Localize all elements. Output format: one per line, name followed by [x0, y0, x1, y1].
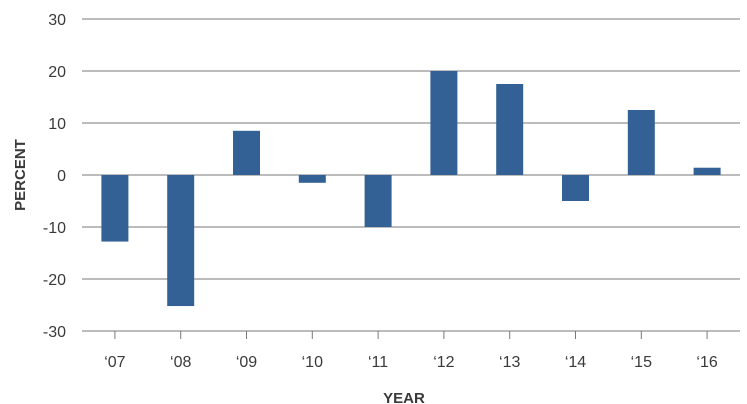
x-tick-labels: ‘07 ‘08 ‘09 ‘10 ‘11 ‘12 ‘13 ‘14 ‘15 ‘16: [104, 331, 718, 371]
bar: [101, 175, 129, 242]
y-tick-label: 30: [48, 12, 66, 29]
bars: [101, 71, 721, 307]
bar: [167, 175, 195, 307]
bar: [430, 71, 458, 175]
x-tick-label: ‘10: [302, 354, 323, 371]
y-axis-title: PERCENT: [12, 139, 29, 211]
x-tick-label: ‘12: [433, 354, 454, 371]
x-tick-label: ‘14: [565, 354, 586, 371]
x-tick-label: ‘09: [236, 354, 257, 371]
bar: [364, 175, 392, 227]
x-tick-label: ‘11: [368, 354, 388, 371]
x-tick-label: ‘08: [170, 354, 191, 371]
y-tick-label: -30: [43, 324, 66, 341]
bar: [298, 175, 326, 183]
bar: [693, 167, 721, 175]
x-axis-title: YEAR: [383, 390, 425, 404]
x-tick-label: ‘15: [631, 354, 652, 371]
bar: [627, 110, 655, 175]
x-tick-label: ‘16: [696, 354, 717, 371]
y-tick-label: -20: [43, 272, 66, 289]
y-tick-label: 10: [48, 116, 66, 133]
y-tick-label: -10: [43, 220, 66, 237]
bar: [233, 130, 260, 175]
y-tick-labels: 30 20 10 0 -10 -20 -30: [43, 12, 66, 341]
y-tick-label: 0: [57, 168, 66, 185]
bar: [496, 84, 524, 175]
x-tick-label: ‘13: [499, 354, 520, 371]
y-tick-label: 20: [48, 64, 66, 81]
bar: [562, 175, 589, 201]
x-tick-label: ‘07: [104, 354, 125, 371]
